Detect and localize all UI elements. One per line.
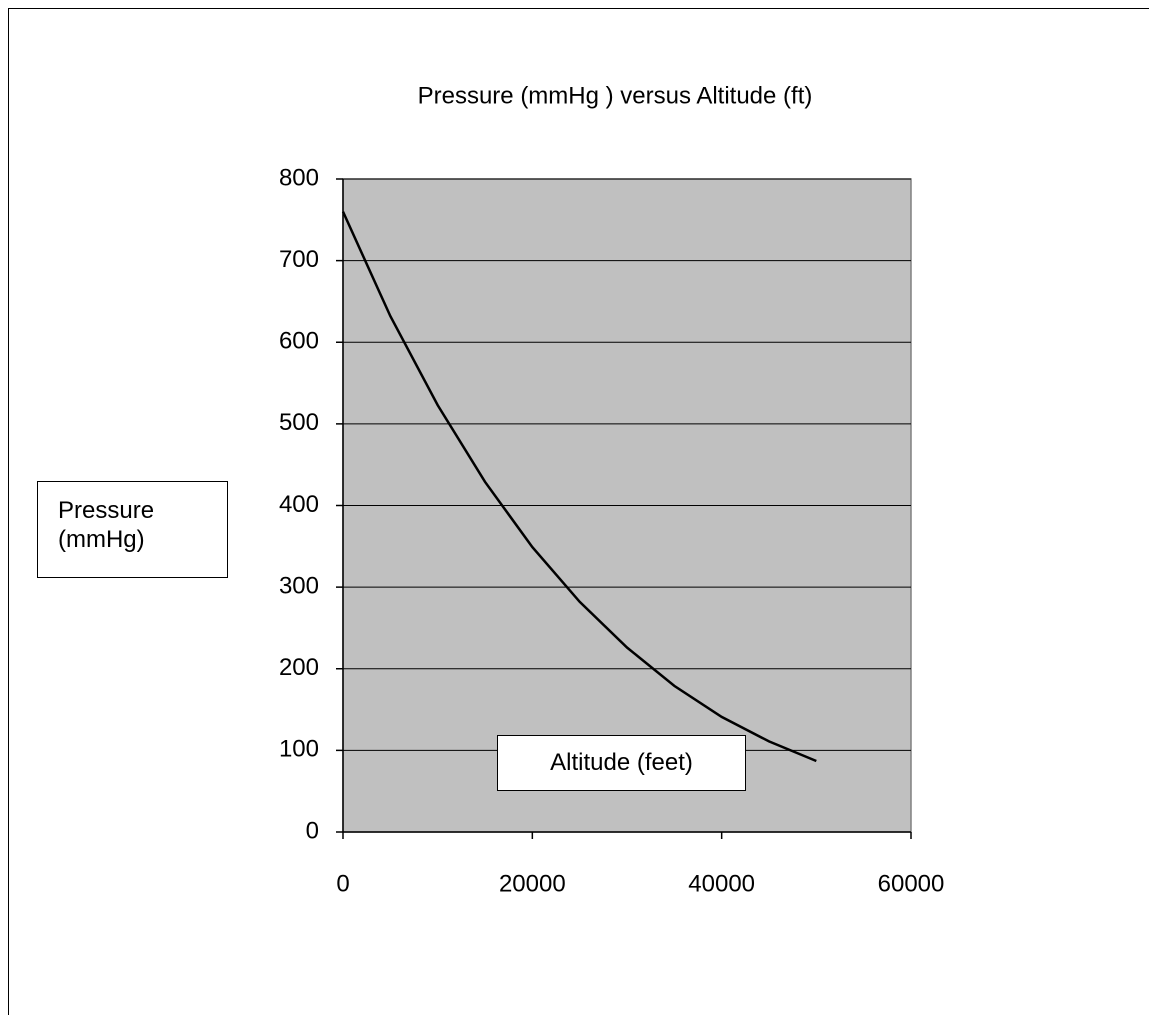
y-tick-label: 500 [279, 409, 319, 436]
chart-title: Pressure (mmHg ) versus Altitude (ft) [418, 82, 813, 109]
y-tick-label: 600 [279, 328, 319, 355]
x-tick-label: 0 [336, 870, 349, 897]
y-tick-label: 700 [279, 246, 319, 273]
x-tick-label: 40000 [688, 870, 755, 897]
y-tick-label: 300 [279, 572, 319, 599]
y-tick-label: 100 [279, 736, 319, 763]
y-tick-label: 0 [306, 817, 319, 844]
data-line [341, 211, 817, 763]
chart-border [8, 8, 1149, 1015]
y-axis-label: Pressure (mmHg) [37, 481, 228, 578]
y-tick-label: 200 [279, 654, 319, 681]
x-tick-label: 60000 [878, 870, 945, 897]
x-axis-label: Altitude (feet) [497, 735, 746, 791]
y-tick-label: 800 [279, 164, 319, 191]
y-tick-label: 400 [279, 491, 319, 518]
x-tick-label: 20000 [499, 870, 566, 897]
